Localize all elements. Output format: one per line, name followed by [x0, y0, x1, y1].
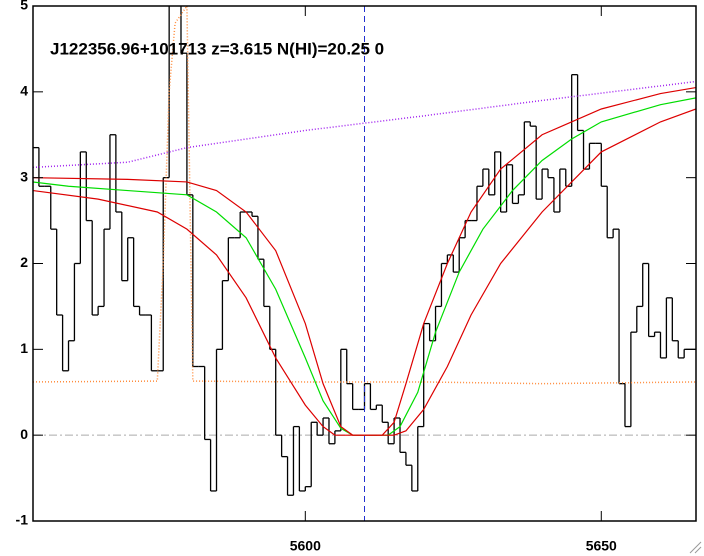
y-tick-label: 1 — [20, 340, 28, 356]
x-tick-label: 5600 — [290, 538, 321, 554]
plot-area — [33, 6, 696, 521]
y-tick-label: 3 — [20, 168, 28, 184]
y-tick-label: 0 — [20, 426, 28, 442]
dotted-curve — [33, 6, 696, 385]
x-tick-label: 5650 — [586, 538, 617, 554]
chart-title: J122356.96+101713 z=3.615 N(HI)=20.25 0 — [50, 39, 384, 58]
y-tick-label: -1 — [16, 512, 29, 528]
model-curve — [33, 108, 696, 436]
y-tick-label: 4 — [20, 83, 28, 99]
y-tick-label: 2 — [20, 254, 28, 270]
resize-grip — [689, 541, 702, 554]
y-tick-label: 5 — [20, 0, 28, 13]
